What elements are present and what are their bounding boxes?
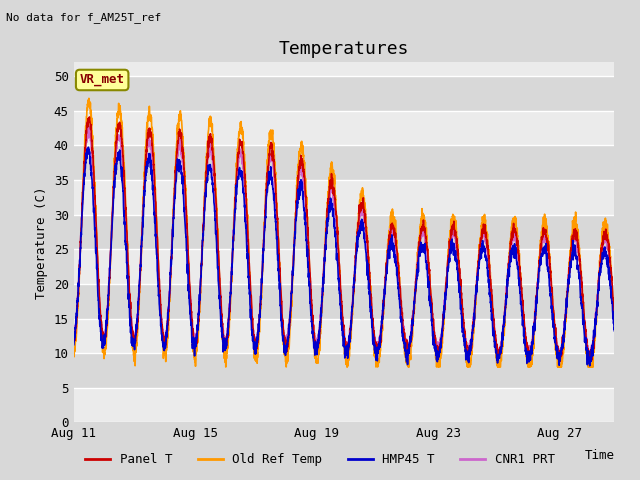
Bar [74, 388, 614, 422]
Title: Temperatures: Temperatures [279, 40, 409, 58]
Text: No data for f_AM25T_ref: No data for f_AM25T_ref [6, 12, 162, 23]
Bar [74, 215, 614, 249]
Bar [74, 249, 614, 284]
Bar [74, 111, 614, 145]
Text: Time: Time [584, 449, 614, 462]
Bar [74, 353, 614, 388]
Bar [74, 145, 614, 180]
Legend: Panel T, Old Ref Temp, HMP45 T, CNR1 PRT: Panel T, Old Ref Temp, HMP45 T, CNR1 PRT [80, 448, 560, 471]
Bar [74, 76, 614, 111]
Y-axis label: Temperature (C): Temperature (C) [35, 186, 48, 299]
Bar [74, 180, 614, 215]
Bar [74, 284, 614, 319]
Text: VR_met: VR_met [79, 73, 125, 86]
Bar [74, 42, 614, 76]
Bar [74, 319, 614, 353]
